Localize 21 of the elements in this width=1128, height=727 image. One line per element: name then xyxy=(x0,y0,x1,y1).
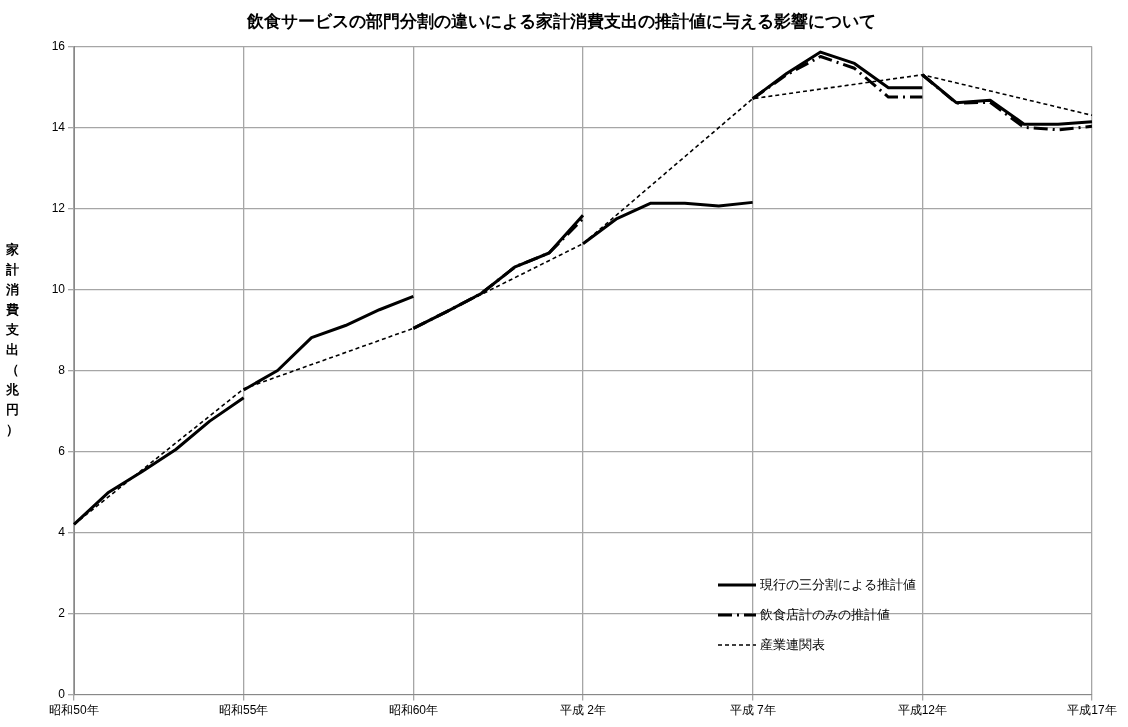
y-tick-label: 0 xyxy=(58,686,66,701)
y-tick-label: 12 xyxy=(51,200,66,215)
y-tick-label: 2 xyxy=(58,605,66,620)
y-tick-label: 4 xyxy=(58,524,66,539)
x-tick-label: 昭和50年 xyxy=(49,703,99,718)
x-tick-label: 平成17年 xyxy=(1067,703,1117,718)
x-tick-label: 平成 7年 xyxy=(729,703,776,718)
legend-label: 現行の三分割による推計値 xyxy=(760,576,916,594)
x-tick-label: 昭和60年 xyxy=(388,703,439,718)
y-tick-label: 14 xyxy=(51,119,66,134)
text: 家計消費支出（兆円） xyxy=(5,242,19,437)
x-tick-label: 昭和55年 xyxy=(218,703,269,718)
legend-label: 産業連関表 xyxy=(760,636,825,654)
x-tick-label: 平成 2年 xyxy=(559,703,607,718)
y-tick-label: 8 xyxy=(58,362,66,377)
y-tick-label: 10 xyxy=(51,281,66,296)
y-tick-label: 16 xyxy=(51,38,66,53)
legend-label: 飲食店計のみの推計値 xyxy=(760,606,890,624)
x-tick-label: 平成12年 xyxy=(897,703,948,718)
y-tick-label: 6 xyxy=(58,443,66,458)
chart-title: 飲食サービスの部門分割の違いによる家計消費支出の推計値に与える影響について xyxy=(245,10,876,31)
